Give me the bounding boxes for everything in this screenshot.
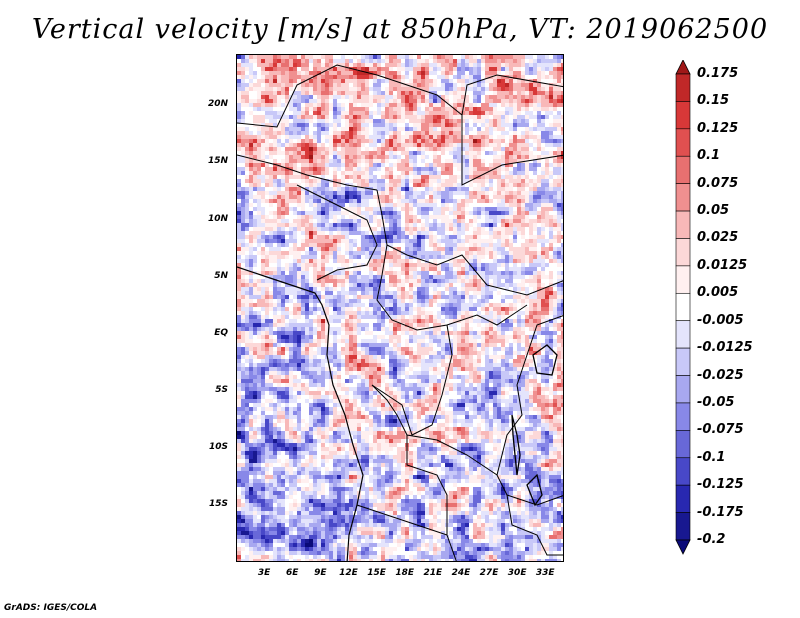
lat-label: 20N bbox=[207, 99, 228, 110]
lon-label: 12E bbox=[339, 568, 358, 578]
border-line bbox=[356, 504, 448, 536]
colorbar-level-label: -0.1 bbox=[697, 449, 726, 465]
lat-label: 5N bbox=[214, 270, 228, 281]
colorbar bbox=[675, 60, 691, 555]
colorbar-segment bbox=[675, 347, 691, 376]
colorbar-level-label: 0.125 bbox=[697, 120, 739, 136]
border-line bbox=[532, 344, 558, 376]
colorbar-segment bbox=[675, 457, 691, 486]
colorbar-segment bbox=[675, 512, 691, 541]
colorbar-level-label: 0.005 bbox=[697, 285, 739, 301]
colorbar-min-arrow bbox=[675, 539, 691, 555]
credit-label: GrADS: IGES/COLA bbox=[4, 603, 98, 613]
border-line bbox=[406, 435, 457, 561]
colorbar-segment bbox=[675, 320, 691, 349]
colorbar-level-label: -0.05 bbox=[697, 394, 735, 410]
border-line bbox=[506, 494, 563, 556]
colorbar-segment bbox=[675, 183, 691, 212]
lon-label: 9E bbox=[314, 568, 327, 578]
velocity-field bbox=[237, 55, 563, 561]
lat-label: EQ bbox=[214, 327, 228, 338]
colorbar-segment bbox=[675, 375, 691, 404]
colorbar-level-label: 0.05 bbox=[697, 203, 730, 219]
colorbar-segment bbox=[675, 238, 691, 267]
lon-label: 18E bbox=[395, 568, 415, 578]
colorbar-level-label: -0.0125 bbox=[697, 340, 753, 356]
lat-label: 5S bbox=[215, 384, 228, 395]
border-line bbox=[526, 473, 543, 507]
chart-title: Vertical velocity [m/s] at 850hPa, VT: 2… bbox=[31, 14, 769, 45]
border-line bbox=[376, 244, 528, 331]
lon-label: 33E bbox=[535, 568, 555, 578]
map-plot-area bbox=[236, 54, 564, 562]
lat-label: 15N bbox=[207, 156, 228, 167]
lon-label: 27E bbox=[479, 568, 499, 578]
lon-label: 3E bbox=[257, 568, 271, 578]
lat-label: 15S bbox=[208, 498, 228, 509]
colorbar-segment bbox=[675, 155, 691, 184]
lon-label: 21E bbox=[423, 568, 443, 578]
lon-label: 6E bbox=[286, 568, 299, 578]
border-line bbox=[371, 384, 563, 506]
border-line bbox=[496, 315, 563, 476]
border-line bbox=[376, 189, 563, 296]
colorbar-segment bbox=[675, 484, 691, 513]
colorbar-level-label: 0.1 bbox=[697, 148, 721, 164]
colorbar-level-label: -0.175 bbox=[697, 504, 744, 520]
colorbar-level-label: 0.0125 bbox=[697, 257, 748, 273]
colorbar-segment bbox=[675, 430, 691, 459]
border-line bbox=[237, 266, 364, 561]
colorbar-level-label: -0.2 bbox=[697, 532, 726, 547]
lon-label: 15E bbox=[367, 568, 386, 578]
border-line bbox=[237, 64, 563, 186]
colorbar-level-label: 0.025 bbox=[697, 230, 739, 246]
colorbar-level-label: -0.125 bbox=[697, 477, 744, 493]
border-line bbox=[461, 74, 563, 116]
colorbar-level-label: 0.175 bbox=[697, 66, 739, 81]
colorbar-segment bbox=[675, 402, 691, 431]
colorbar-segment bbox=[675, 292, 691, 322]
border-line bbox=[237, 154, 378, 191]
colorbar-segment bbox=[675, 265, 691, 294]
colorbar-segment bbox=[675, 128, 691, 157]
lat-label: 10S bbox=[208, 441, 228, 452]
colorbar-max-arrow bbox=[675, 60, 691, 75]
colorbar-segment bbox=[675, 101, 691, 130]
lon-label: 30E bbox=[507, 568, 527, 578]
colorbar-level-label: 0.15 bbox=[697, 93, 730, 109]
border-line bbox=[371, 324, 453, 436]
colorbar-segment bbox=[675, 210, 691, 239]
colorbar-level-label: -0.025 bbox=[697, 367, 744, 383]
border-line bbox=[511, 414, 521, 476]
colorbar-level-label: -0.075 bbox=[697, 422, 744, 438]
lon-label: 24E bbox=[451, 568, 471, 578]
lat-label: 10N bbox=[207, 213, 228, 224]
colorbar-level-label: 0.075 bbox=[697, 175, 739, 191]
border-line bbox=[296, 184, 378, 281]
colorbar-level-label: -0.005 bbox=[697, 312, 744, 328]
colorbar-segment bbox=[675, 73, 691, 102]
